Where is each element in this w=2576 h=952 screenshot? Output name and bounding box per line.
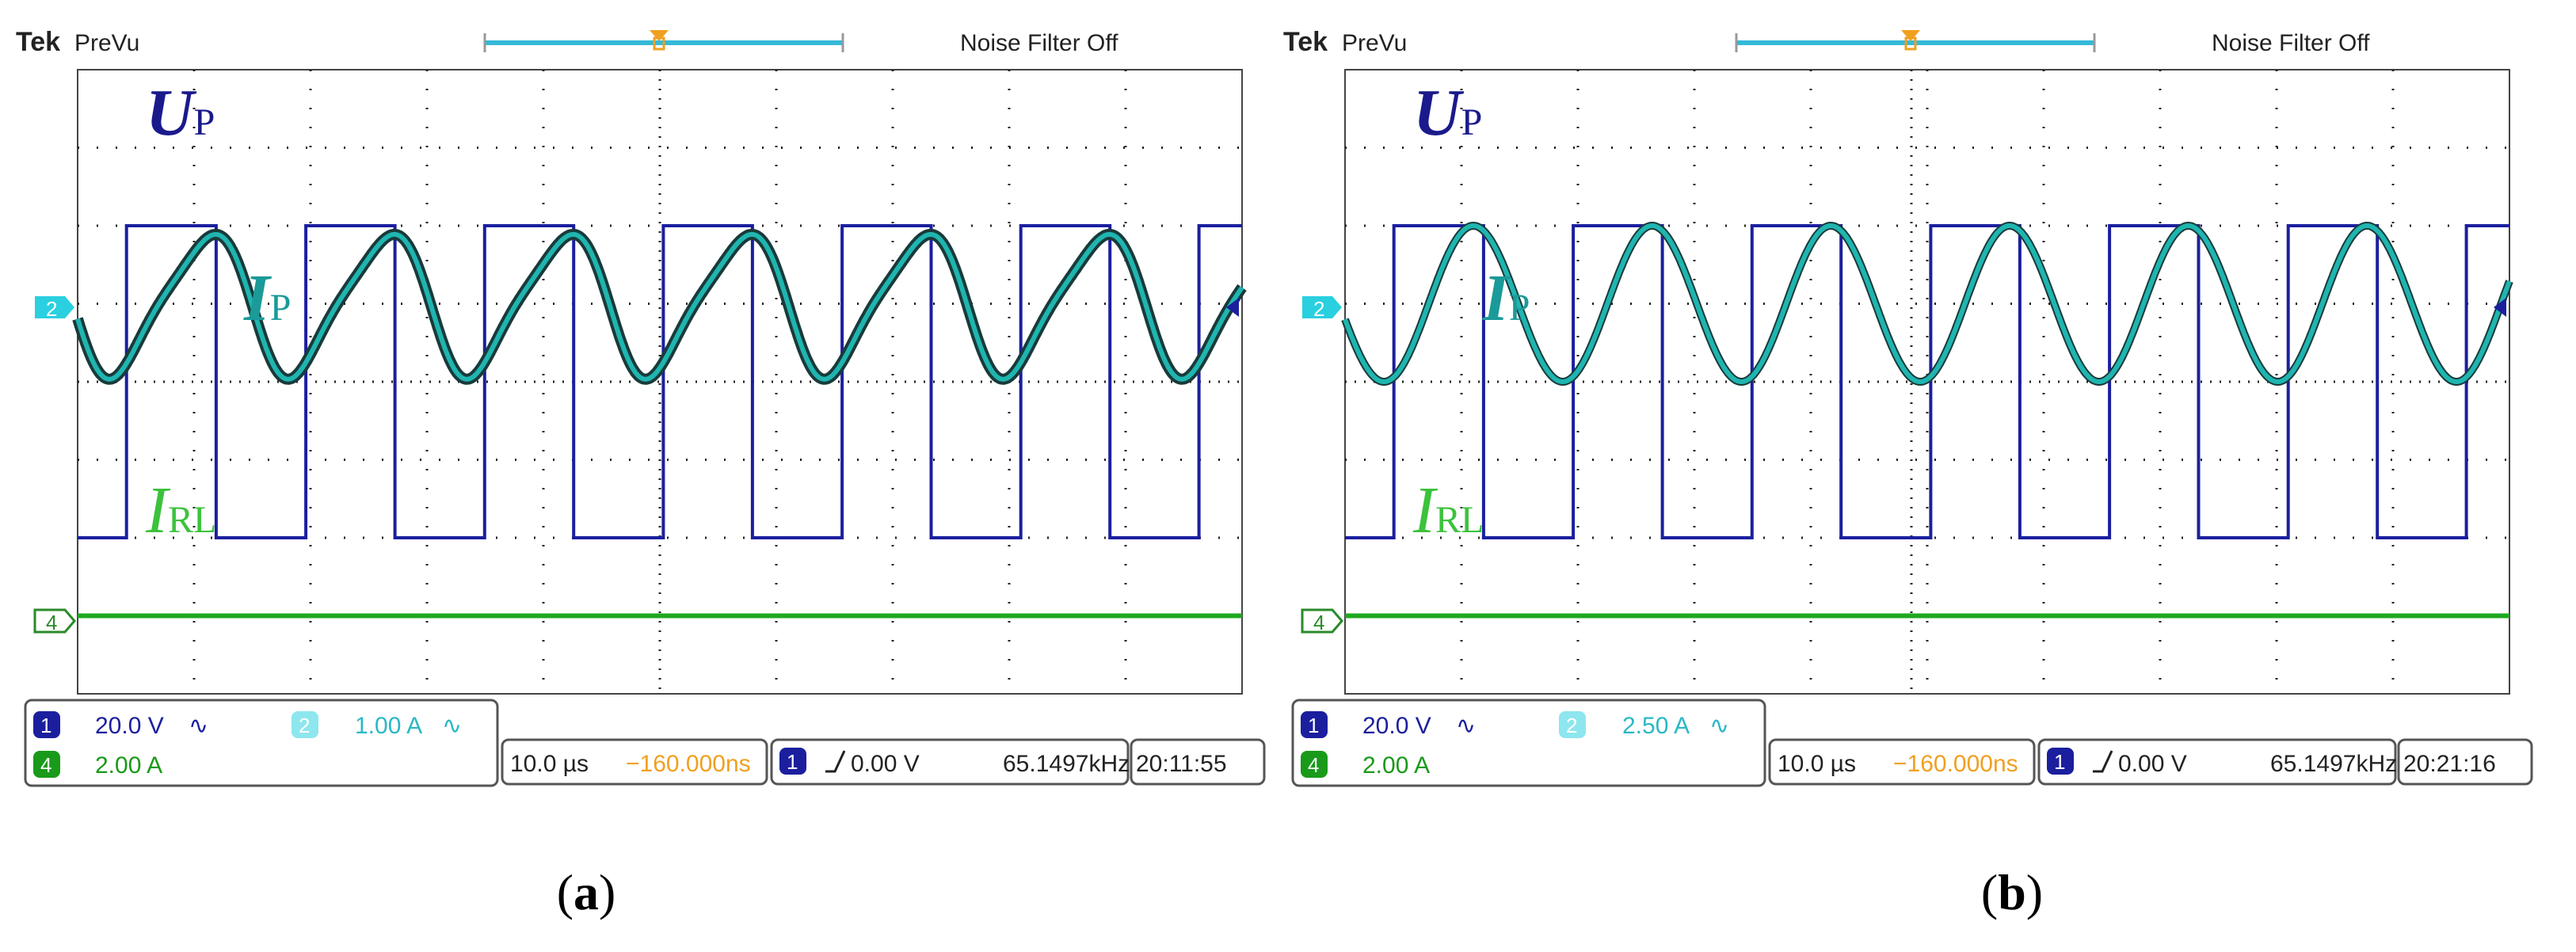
scope-screen-b: Tek PreVu Noise Filter Off 2 4 UP IP IR [1283, 27, 2533, 787]
svg-text:10.0 µs: 10.0 µs [510, 751, 589, 777]
scope-screen-a: Tek PreVu Noise Filter Off 2 4 [16, 27, 1266, 787]
svg-text:4: 4 [1308, 753, 1319, 777]
svg-text:2: 2 [46, 297, 57, 321]
record-bar [1735, 33, 2096, 52]
noise-filter-status: Noise Filter Off [2212, 30, 2370, 56]
caption-a: (a) [556, 864, 616, 920]
trace-ip [1343, 223, 2512, 385]
trigger-position-icon [650, 30, 669, 41]
trace-ip [75, 231, 1244, 382]
svg-text:65.1497kHz: 65.1497kHz [1003, 751, 1130, 777]
ch4-ground-marker: 4 [1301, 608, 1343, 634]
svg-text:10.0 µs: 10.0 µs [1778, 751, 1856, 777]
caption-b: (b) [1980, 864, 2044, 920]
ch2-scale: 1.00 A [355, 713, 422, 739]
rising-edge-icon [2093, 750, 2113, 773]
svg-text:1: 1 [1308, 714, 1319, 737]
svg-text:1: 1 [787, 750, 798, 774]
svg-text:−160.000ns: −160.000ns [626, 751, 751, 777]
svg-text:65.1497kHz: 65.1497kHz [2270, 751, 2397, 777]
ch1-scale: 20.0 V [1362, 713, 1431, 739]
svg-text:1: 1 [2054, 750, 2065, 774]
svg-text:−160.000ns: −160.000ns [1893, 751, 2018, 777]
svg-text:∿: ∿ [1709, 713, 1729, 739]
svg-text:2: 2 [1313, 297, 1324, 321]
oscilloscope-panel-b: Tek PreVu Noise Filter Off 2 4 UP IP IR [1277, 14, 2536, 790]
ch4-scale: 2.00 A [95, 752, 162, 779]
svg-text:4: 4 [40, 753, 51, 777]
ch2-scale: 2.50 A [1622, 713, 1690, 739]
trace-up [78, 224, 1242, 539]
svg-text:4: 4 [1313, 611, 1324, 634]
channel-readout-box: 1 20.0 V ∿ 2 2.50 A ∿ 4 2.00 A [1291, 699, 1766, 787]
irl-label: IRL [1412, 474, 1484, 547]
brand-label: Tek [1283, 27, 1328, 57]
irl-label: IRL [145, 474, 216, 547]
oscilloscope-panel-a: Tek PreVu Noise Filter Off 2 4 [10, 14, 1269, 790]
ch2-ground-marker: 2 [1302, 296, 1342, 321]
graticule [77, 69, 1243, 695]
rising-edge-icon [825, 750, 846, 773]
trigger-level-icon [2494, 298, 2506, 317]
trace-up [1345, 224, 2509, 539]
trigger-readout-box: 1 0.00 V 65.1497kHz [770, 738, 1130, 786]
svg-text:0.00 V: 0.00 V [2118, 751, 2187, 777]
svg-text:∿: ∿ [1456, 713, 1476, 739]
noise-filter-status: Noise Filter Off [960, 30, 1118, 56]
svg-text:20:11:55: 20:11:55 [1136, 751, 1227, 777]
timebase-readout-box: 10.0 µs −160.000ns [501, 738, 768, 786]
ip-label: IP [1482, 261, 1530, 335]
record-bar [483, 33, 844, 52]
ch4-scale: 2.00 A [1362, 752, 1430, 779]
clock-readout-box: 20:21:16 [2397, 738, 2533, 786]
up-label: UP [146, 76, 215, 150]
trigger-readout-box: 1 0.00 V 65.1497kHz [2037, 738, 2397, 786]
brand-label: Tek [16, 27, 60, 57]
mode-label: PreVu [74, 30, 139, 56]
timebase-readout-box: 10.0 µs −160.000ns [1768, 738, 2036, 786]
ch4-ground-marker: 4 [33, 608, 76, 634]
svg-text:∿: ∿ [189, 713, 208, 739]
channel-readout-box: 1 20.0 V ∿ 2 1.00 A ∿ 4 2.00 A [24, 699, 499, 787]
svg-text:4: 4 [46, 611, 57, 634]
svg-text:2: 2 [1566, 714, 1577, 737]
up-label: UP [1413, 76, 1482, 150]
svg-text:20:21:16: 20:21:16 [2403, 751, 2496, 777]
ip-label: IP [243, 261, 291, 335]
traces [72, 224, 1247, 619]
svg-text:2: 2 [299, 714, 310, 737]
trigger-level-icon [1226, 298, 1239, 317]
traces [1341, 221, 2513, 619]
svg-text:0.00 V: 0.00 V [851, 751, 920, 777]
ch2-ground-marker: 2 [35, 296, 74, 321]
svg-text:1: 1 [40, 714, 51, 737]
ch1-scale: 20.0 V [95, 713, 164, 739]
trigger-position-icon [1901, 30, 1920, 41]
svg-text:∿: ∿ [442, 713, 462, 739]
clock-readout-box: 20:11:55 [1130, 738, 1266, 786]
mode-label: PreVu [1342, 30, 1407, 56]
